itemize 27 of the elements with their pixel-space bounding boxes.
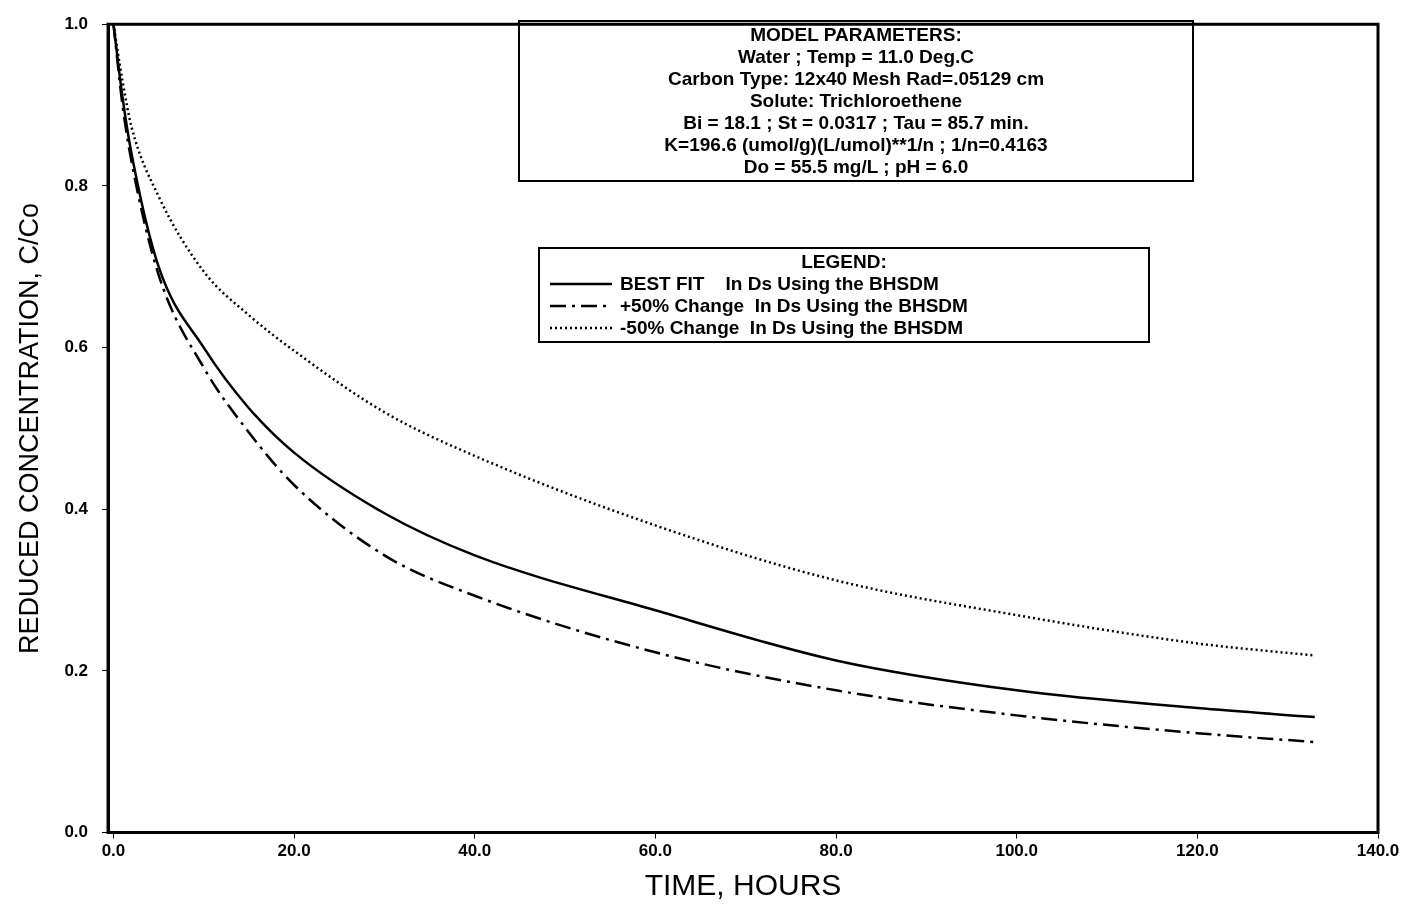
x-tick-label: 120.0	[1176, 841, 1219, 861]
y-tick-label: 0.6	[64, 337, 89, 357]
annotation: MODEL PARAMETERS:	[749, 24, 963, 46]
x-tick-label: 20.0	[277, 841, 311, 861]
annotation: Bi = 18.1 ; St = 0.0317 ; Tau = 85.7 min.	[682, 112, 1030, 134]
annotation: Solute: Trichloroethene	[748, 90, 964, 112]
x-tick-label: 140.0	[1356, 841, 1400, 861]
x-tick-label: 40.0	[458, 841, 492, 861]
annotation: Water ; Temp = 11.0 Deg.C	[737, 46, 975, 68]
y-tick-label: 0.2	[64, 660, 89, 680]
x-tick-label: 100.0	[995, 841, 1038, 861]
legend-label: BEST FIT In Ds Using the BHSDM	[620, 273, 939, 295]
y-tick-label: 0.8	[64, 175, 89, 195]
x-tick-label: 80.0	[819, 841, 853, 861]
annotation: K=196.6 (umol/g)(L/umol)**1/n ; 1/n=0.4163	[663, 134, 1049, 156]
annotation: Do = 55.5 mg/L ; pH = 6.0	[742, 156, 970, 178]
x-axis-title: TIME, HOURS	[644, 868, 842, 902]
legend-label: +50% Change In Ds Using the BHSDM	[620, 295, 968, 317]
annotation: Carbon Type: 12x40 Mesh Rad=.05129 cm	[666, 68, 1046, 90]
y-tick-label: 1.0	[64, 13, 89, 33]
y-tick-label: 0.4	[64, 498, 89, 518]
x-tick-label: 60.0	[638, 841, 672, 861]
y-axis-title: REDUCED CONCENTRATION, C/Co	[13, 202, 44, 654]
x-tick-label: 0.0	[101, 841, 126, 861]
y-tick-label: 0.0	[64, 822, 89, 842]
legend-label: -50% Change In Ds Using the BHSDM	[620, 317, 964, 339]
legend-title: LEGEND:	[800, 251, 888, 273]
